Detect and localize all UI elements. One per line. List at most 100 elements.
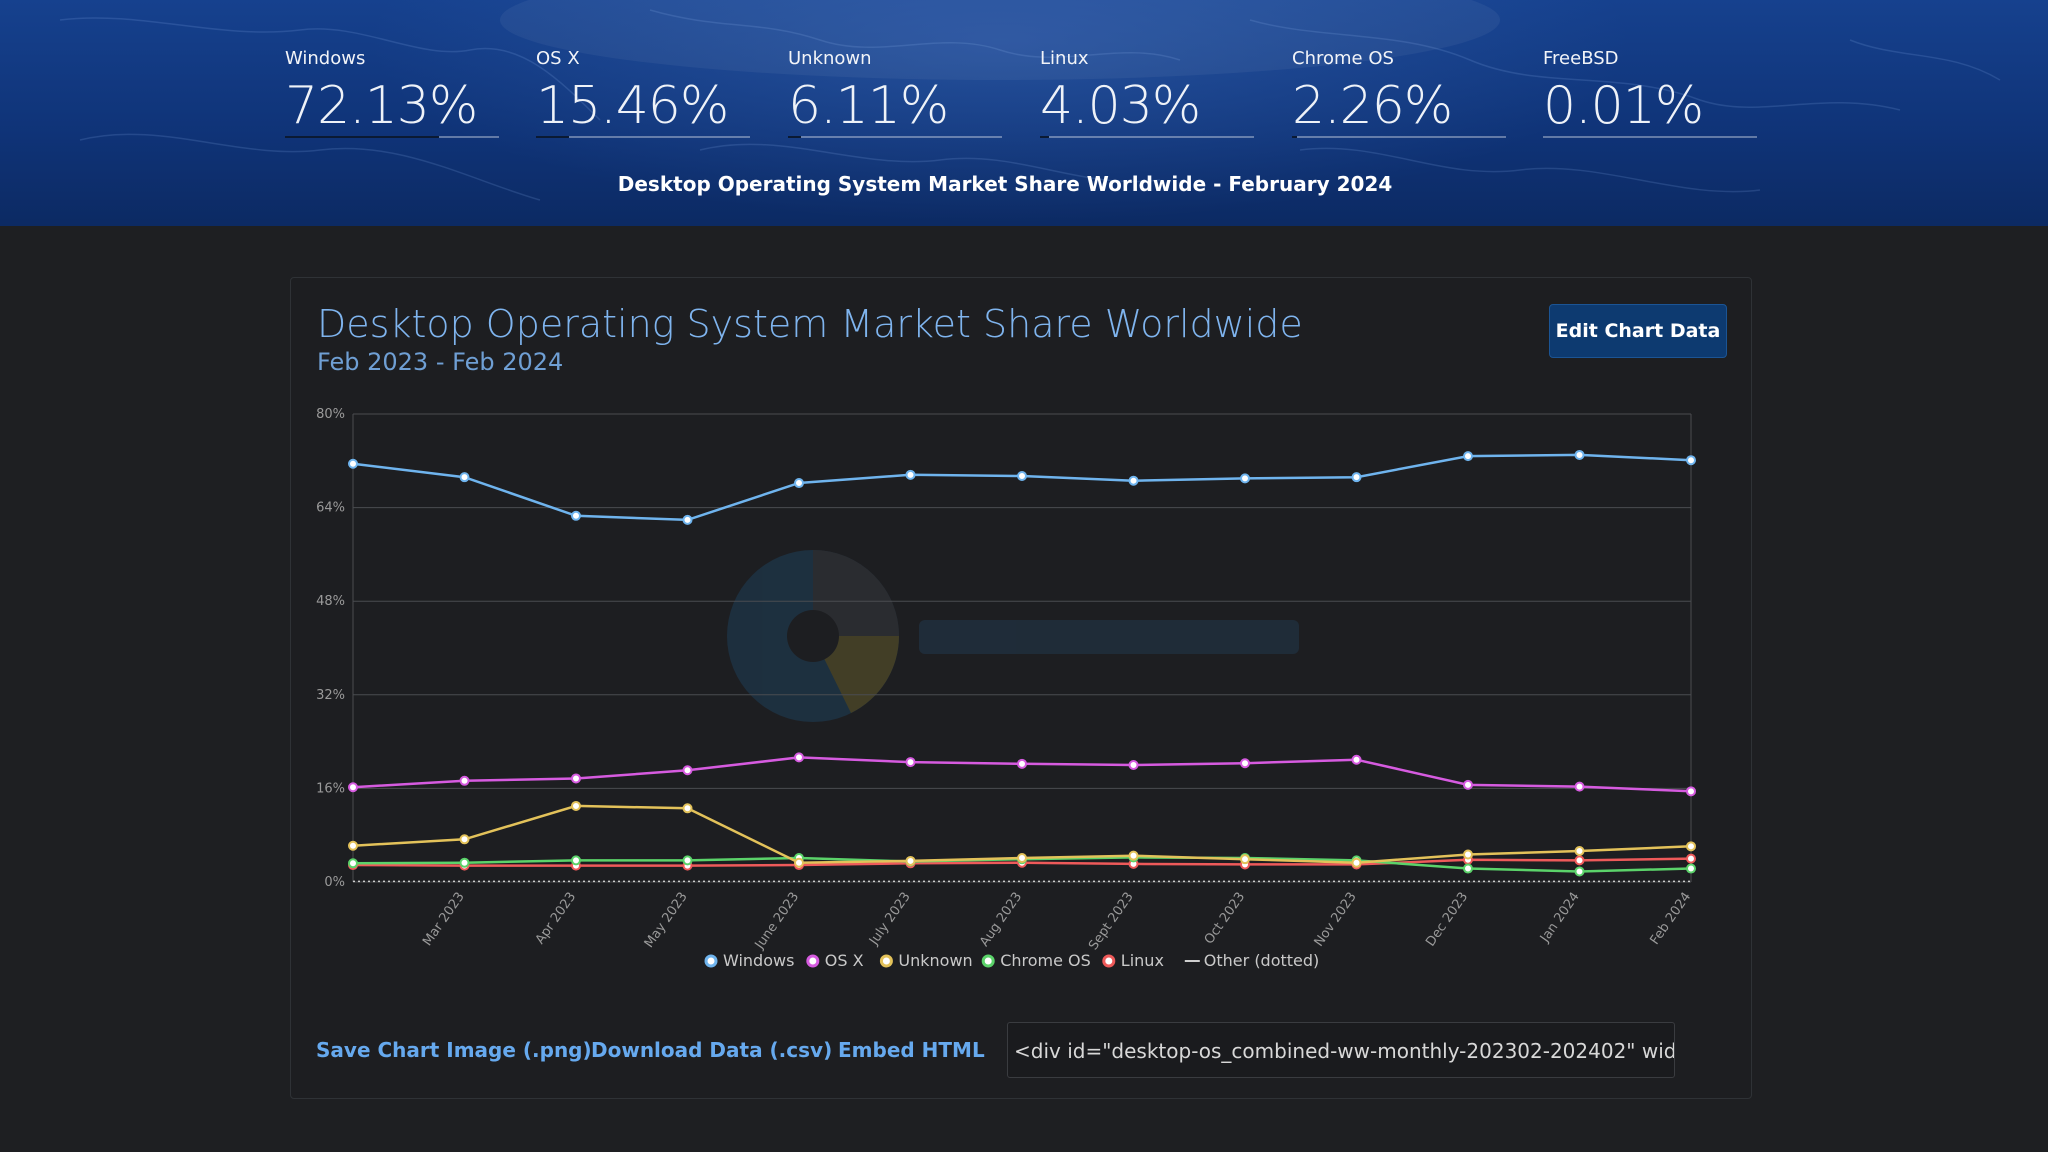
data-point-osx[interactable] [571, 773, 581, 784]
stat-value: 15.46% [536, 76, 729, 136]
data-point-osx[interactable] [1128, 760, 1139, 770]
data-point-osx[interactable] [459, 775, 470, 786]
legend-marker [981, 954, 995, 968]
data-point-linux[interactable] [1686, 853, 1696, 864]
data-point-unknown[interactable] [1574, 845, 1585, 856]
legend-label: Linux [1121, 951, 1164, 970]
data-point-unknown[interactable] [348, 840, 358, 851]
data-point-osx[interactable] [1240, 758, 1250, 769]
stat-share-fill [788, 136, 802, 138]
data-point-windows[interactable] [571, 510, 581, 521]
data-point-windows[interactable] [1574, 449, 1585, 460]
data-point-unknown[interactable] [905, 855, 916, 866]
stat-share-bar [1292, 136, 1506, 138]
stat-share-bar [788, 136, 1002, 138]
data-point-unknown[interactable] [1686, 841, 1696, 852]
stat-share-bar [1040, 136, 1254, 138]
data-point-windows[interactable] [1017, 471, 1027, 482]
data-point-unknown[interactable] [571, 800, 581, 811]
data-point-chromeos[interactable] [459, 857, 470, 868]
y-tick-label: 80% [316, 407, 345, 422]
x-tick-label: Feb 2024 [1647, 890, 1694, 948]
legend-label: Windows [723, 951, 794, 970]
data-point-windows[interactable] [1463, 451, 1473, 462]
legend-item-other[interactable]: Other (dotted) [1184, 951, 1320, 970]
stat-share-bar [285, 136, 499, 138]
stat-linux: Linux 4.03% [1040, 48, 1254, 138]
data-point-chromeos[interactable] [682, 855, 693, 866]
data-point-chromeos[interactable] [1686, 863, 1696, 874]
data-point-unknown[interactable] [459, 834, 470, 845]
edit-chart-data-button[interactable]: Edit Chart Data [1549, 304, 1727, 358]
data-point-osx[interactable] [905, 757, 916, 768]
embed-html-link[interactable]: Embed HTML [838, 1038, 985, 1062]
line-chart: 0% 16% 32% 48% 64% 80% Mar 2023 Apr 2023 May 202… [316, 407, 1696, 970]
data-point-osx[interactable] [1017, 758, 1027, 769]
data-point-osx[interactable] [1463, 779, 1473, 790]
data-point-unknown[interactable] [1128, 850, 1139, 861]
legend-label: OS X [825, 951, 864, 970]
x-tick-label: Jan 2024 [1537, 890, 1583, 946]
world-map-background [59, 0, 2001, 201]
x-tick-label: Dec 2023 [1423, 890, 1471, 950]
data-point-osx[interactable] [1574, 781, 1585, 792]
legend-item-osx[interactable]: OS X [806, 951, 864, 970]
legend-label: Chrome OS [1000, 951, 1091, 970]
data-point-osx[interactable] [794, 752, 804, 763]
data-point-unknown[interactable] [1017, 853, 1027, 864]
data-point-unknown[interactable] [682, 803, 693, 814]
data-point-windows[interactable] [1351, 472, 1362, 483]
stat-share-bar [1543, 136, 1757, 138]
legend-item-linux[interactable]: Linux [1102, 951, 1164, 970]
data-point-osx[interactable] [1351, 754, 1362, 765]
legend-item-chromeos[interactable]: Chrome OS [981, 951, 1091, 970]
y-tick-label: 16% [316, 781, 345, 796]
header-banner: Windows 72.13% OS X 15.46% Unknown 6.11%… [0, 0, 2048, 226]
stat-value: 72.13% [285, 76, 478, 136]
x-tick-label: May 2023 [642, 890, 691, 951]
data-point-chromeos[interactable] [348, 858, 358, 869]
stat-value: 6.11% [788, 76, 949, 136]
embed-code-field[interactable]: <div id="desktop-os_combined-ww-monthly-… [1007, 1022, 1675, 1078]
data-point-chromeos[interactable] [1463, 863, 1473, 874]
data-point-unknown[interactable] [1351, 857, 1362, 868]
stat-value: 2.26% [1292, 76, 1453, 136]
data-point-windows[interactable] [905, 469, 916, 480]
stat-windows: Windows 72.13% [285, 48, 499, 138]
data-point-osx[interactable] [348, 782, 358, 793]
y-tick-label: 32% [316, 688, 345, 703]
data-point-unknown[interactable] [794, 857, 804, 868]
data-point-windows[interactable] [794, 478, 804, 489]
legend-item-windows[interactable]: Windows [704, 951, 794, 970]
stat-osx: OS X 15.46% [536, 48, 750, 138]
x-tick-label: Apr 2023 [533, 890, 580, 948]
data-point-windows[interactable] [682, 514, 693, 525]
data-point-chromeos[interactable] [1574, 866, 1585, 877]
stat-share-fill [285, 136, 440, 138]
data-point-chromeos[interactable] [571, 855, 581, 866]
data-point-windows[interactable] [348, 458, 358, 469]
legend-label: Unknown [898, 951, 972, 970]
data-point-windows[interactable] [1686, 455, 1696, 466]
data-point-windows[interactable] [1240, 473, 1250, 484]
data-point-osx[interactable] [1686, 786, 1696, 797]
download-data-link[interactable]: Download Data (.csv) [591, 1038, 833, 1062]
data-point-windows[interactable] [459, 472, 470, 483]
data-point-osx[interactable] [682, 765, 693, 776]
x-tick-label: Mar 2023 [420, 890, 468, 949]
y-tick-label: 64% [316, 501, 345, 516]
stat-label: OS X [536, 48, 580, 69]
stat-chrome-os: Chrome OS 2.26% [1292, 48, 1506, 138]
save-chart-image-link[interactable]: Save Chart Image (.png) [316, 1038, 592, 1062]
legend-item-unknown[interactable]: Unknown [879, 951, 973, 970]
chart-title: Desktop Operating System Market Share Wo… [317, 302, 1303, 346]
stat-share-fill [1040, 136, 1049, 138]
stat-share-fill [536, 136, 570, 138]
data-point-windows[interactable] [1128, 475, 1139, 486]
x-tick-label: Aug 2023 [977, 890, 1025, 950]
stat-value: 0.01% [1543, 76, 1704, 136]
x-tick-label: Oct 2023 [1202, 890, 1249, 948]
data-point-unknown[interactable] [1240, 854, 1250, 865]
data-point-linux[interactable] [1574, 855, 1585, 866]
data-point-unknown[interactable] [1463, 849, 1473, 860]
